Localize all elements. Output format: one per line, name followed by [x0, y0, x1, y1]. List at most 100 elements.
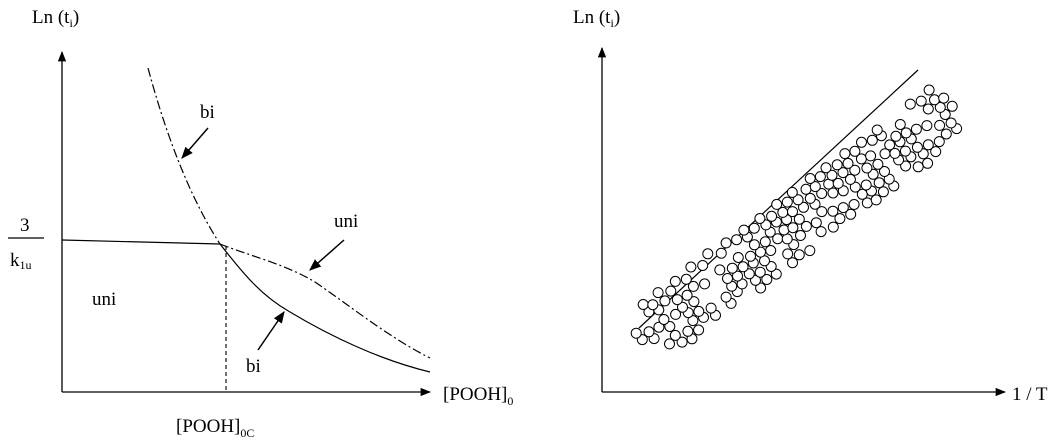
scatter-point [664, 338, 675, 350]
scatter-point [793, 249, 805, 261]
scatter-point [665, 285, 677, 297]
right-panel: Ln (ti) 1 / T [573, 7, 1048, 405]
scatter-cloud [630, 84, 963, 350]
scatter-point [849, 164, 861, 176]
scatter-point [860, 179, 872, 191]
scatter-point [922, 103, 934, 115]
scatter-point [904, 98, 916, 110]
scatter-point [781, 196, 793, 208]
scatter-point [800, 183, 812, 195]
scatter-point [658, 314, 670, 325]
scatter-point [872, 158, 884, 170]
scatter-point [826, 169, 838, 181]
scatter-point [839, 148, 851, 160]
scatter-point [720, 237, 732, 249]
scatter-point [845, 208, 857, 220]
scatter-point [699, 278, 711, 290]
y-tick-fraction: 3 k1u [8, 215, 44, 272]
uni-right-label: uni [334, 211, 358, 232]
scatter-point [787, 257, 798, 269]
scatter-point [884, 139, 896, 151]
scatter-point [930, 146, 942, 158]
scatter-point [748, 222, 760, 234]
left-x-axis-label: [POOH]0 [443, 384, 513, 408]
scatter-point [787, 222, 799, 234]
scatter-point [910, 123, 922, 135]
scatter-point [669, 329, 681, 341]
scatter-point [837, 202, 849, 214]
scatter-point [827, 187, 839, 199]
scatter-point [643, 326, 655, 338]
scatter-point [809, 181, 821, 193]
scatter-point [793, 213, 805, 225]
scatter-point [798, 201, 809, 213]
scatter-point [827, 221, 839, 233]
scatter-point [816, 188, 828, 199]
scatter-point [879, 166, 890, 177]
scatter-point [664, 321, 676, 332]
scatter-point [778, 224, 790, 236]
bi-lower-label: bi [246, 356, 261, 377]
scatter-point [922, 139, 934, 151]
scatter-point [915, 95, 927, 107]
uni-region-label: uni [92, 289, 116, 310]
scatter-point [677, 301, 688, 313]
right-x-axis-label: 1 / T [1012, 384, 1048, 405]
scatter-point [804, 245, 816, 257]
scatter-point [737, 261, 749, 273]
scatter-point [923, 84, 935, 96]
scatter-point [647, 299, 659, 311]
scatter-point [800, 220, 812, 232]
trend-line [638, 69, 919, 329]
scatter-point [682, 325, 694, 337]
scatter-point [715, 247, 727, 259]
scatter-point [820, 162, 832, 174]
scatter-point [856, 136, 867, 148]
uni-threshold-curve [61, 239, 221, 245]
critical-concentration-label: [POOH]0C [176, 416, 254, 440]
scatter-point [848, 199, 860, 210]
scatter-point [814, 171, 826, 183]
scatter-point [676, 336, 688, 348]
scatter-point [770, 268, 782, 280]
scatter-point [755, 282, 767, 294]
scatter-point [849, 145, 861, 157]
scatter-point [900, 127, 912, 139]
scatter-point [940, 128, 952, 140]
scatter-point [844, 173, 856, 185]
scatter-point [877, 186, 889, 198]
scatter-point [720, 291, 732, 303]
scatter-point [748, 239, 760, 251]
scatter-point [865, 150, 877, 162]
scatter-point [945, 117, 957, 129]
scatter-point [714, 264, 726, 276]
scatter-point [693, 305, 705, 317]
scatter-point [731, 234, 743, 246]
scatter-point [837, 185, 849, 197]
scatter-point [702, 248, 714, 260]
scatter-point [754, 213, 766, 224]
scatter-point [900, 160, 912, 172]
left-y-axis-label: Ln (ti) [32, 7, 79, 30]
scatter-point [890, 130, 902, 142]
scatter-point [946, 100, 958, 112]
scatter-point [680, 273, 692, 285]
scatter-point [866, 134, 878, 146]
scatter-point [743, 268, 755, 280]
scatter-point [834, 213, 846, 225]
left-panel: Ln (ti) [POOH]0 [POOH]0C 3 k1u bi uni un… [8, 7, 513, 440]
scatter-point [754, 266, 766, 278]
bi-solid-curve [219, 243, 431, 373]
scatter-point [761, 274, 773, 285]
scatter-point [669, 275, 681, 287]
scatter-point [837, 167, 849, 179]
scatter-point [849, 181, 861, 193]
scatter-point [766, 210, 778, 222]
scatter-point [922, 157, 934, 169]
scatter-point [653, 321, 665, 333]
scatter-point [705, 302, 717, 314]
scatter-point [771, 198, 783, 210]
bi-upper-label: bi [200, 102, 215, 123]
scatter-point [681, 289, 693, 301]
